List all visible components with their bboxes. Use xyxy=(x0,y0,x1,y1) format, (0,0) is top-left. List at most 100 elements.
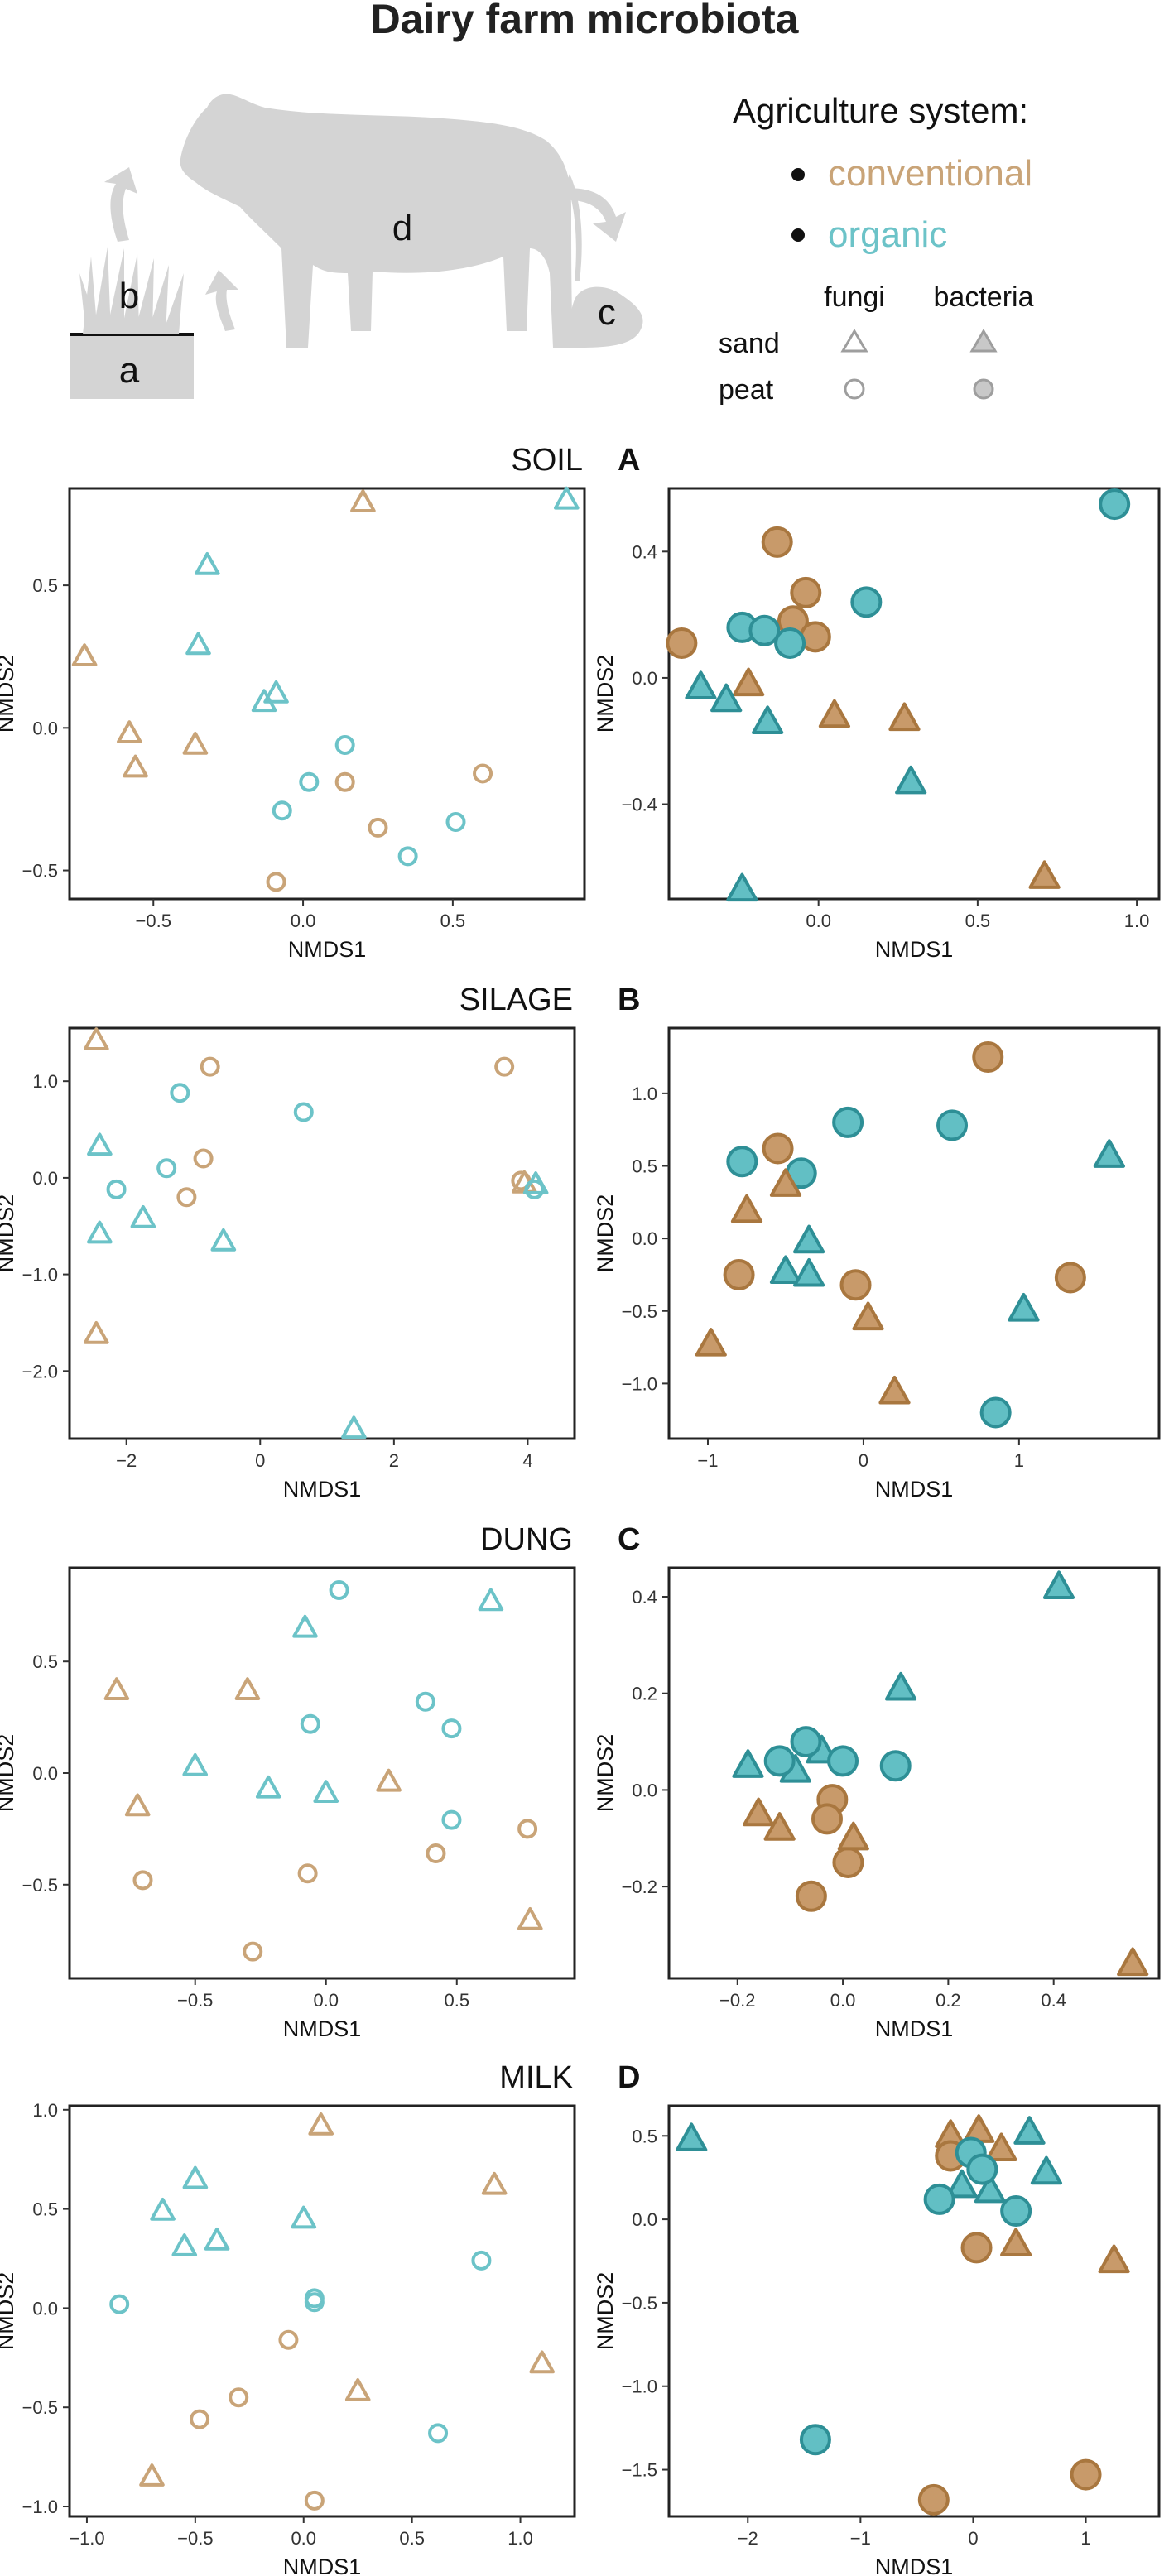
y-axis-label: NMDS2 xyxy=(0,1734,18,1813)
y-tick-label: 0.5 xyxy=(32,575,58,596)
y-tick-label: −1.5 xyxy=(622,2460,657,2481)
x-axis-label: NMDS1 xyxy=(283,1477,362,1502)
point-conventional-sand xyxy=(139,2463,165,2487)
panel-letter-soil-fungi: A xyxy=(618,443,640,478)
y-axis-label: NMDS2 xyxy=(593,1734,618,1813)
point-conventional-sand xyxy=(124,1793,151,1817)
chart-silage-bacteria: −1 0 1 −1.0 −0.5 0.0 0.5 1.0 NMDS1 NMDS2 xyxy=(593,1026,1161,1502)
y-tick-label: 0.0 xyxy=(632,668,657,689)
x-tick-label: −0.5 xyxy=(177,2528,213,2549)
plot-frame xyxy=(68,1026,576,1440)
y-tick-label: −0.2 xyxy=(622,1877,657,1897)
point-organic-peat xyxy=(524,1179,545,1199)
x-tick-label: 0.0 xyxy=(830,1990,856,2011)
point-organic-sand xyxy=(185,632,211,656)
cycle-arrow-icon xyxy=(104,167,626,331)
point-conventional-sand xyxy=(733,667,765,697)
point-organic-sand xyxy=(478,1588,504,1612)
point-organic-sand xyxy=(793,1257,825,1287)
point-organic-peat xyxy=(299,771,320,792)
point-organic-peat xyxy=(397,846,418,867)
point-conventional-peat xyxy=(517,1819,538,1839)
y-axis-label: NMDS2 xyxy=(593,2272,618,2351)
point-conventional-sand xyxy=(878,1375,911,1405)
illustration-label-c: c xyxy=(598,292,616,333)
y-tick-label: −0.5 xyxy=(22,1875,58,1896)
point-organic-sand xyxy=(292,1614,318,1638)
x-tick-label: 0 xyxy=(255,1450,265,1471)
point-conventional-sand xyxy=(695,1328,727,1357)
x-tick-label: 0.5 xyxy=(399,2528,425,2549)
y-tick-label: 0.0 xyxy=(32,2298,58,2319)
point-conventional-peat xyxy=(193,1148,214,1169)
y-tick-label: −1.0 xyxy=(22,2497,58,2517)
point-conventional-sand xyxy=(71,643,98,667)
point-organic-sand xyxy=(676,2122,708,2151)
point-organic-peat xyxy=(979,1396,1012,1429)
x-tick-label: 0.0 xyxy=(291,911,316,931)
point-conventional-sand xyxy=(1000,2228,1032,2256)
point-conventional-sand xyxy=(769,1168,802,1197)
point-conventional-sand xyxy=(985,2132,1017,2162)
legend-marker-fungi-peat xyxy=(844,378,865,400)
point-organic-peat xyxy=(441,1809,462,1830)
point-conventional-peat xyxy=(511,1170,532,1191)
legend-label-fungi: fungi xyxy=(824,281,885,313)
point-conventional-peat xyxy=(297,1863,318,1884)
plot-frame xyxy=(68,1566,576,1980)
x-tick-label: 0.5 xyxy=(444,1990,469,2011)
dung-pile-icon xyxy=(570,286,643,348)
point-organic-peat xyxy=(966,2153,998,2185)
x-tick-label: 0.0 xyxy=(806,911,831,931)
y-tick-label: 0.0 xyxy=(632,1228,657,1249)
x-tick-label: 0 xyxy=(859,1450,868,1471)
point-conventional-peat xyxy=(1054,1262,1086,1294)
point-organic-peat xyxy=(748,614,781,646)
y-tick-label: −0.5 xyxy=(22,2397,58,2418)
point-organic-sand xyxy=(341,1415,367,1439)
point-organic-peat xyxy=(936,1109,969,1141)
x-axis-label: NMDS1 xyxy=(875,937,954,962)
y-tick-label: −0.5 xyxy=(622,2293,657,2314)
point-conventional-peat xyxy=(799,621,831,653)
x-tick-label: 4 xyxy=(522,1450,532,1471)
point-organic-peat xyxy=(441,1718,462,1739)
point-conventional-sand xyxy=(743,1797,775,1827)
x-tick-label: −1 xyxy=(850,2528,871,2549)
x-axis-label: NMDS1 xyxy=(288,937,367,962)
y-tick-label: −0.4 xyxy=(622,795,657,815)
x-tick-label: 1.0 xyxy=(1124,911,1150,931)
x-tick-label: 1.0 xyxy=(508,2528,533,2549)
chart-dung-bacteria: −0.2 0.0 0.2 0.4 −0.2 0.0 0.2 0.4 NMDS1 NMDS2 xyxy=(593,1566,1161,2041)
x-axis-label: NMDS1 xyxy=(875,1477,954,1502)
x-tick-label: −2 xyxy=(738,2528,758,2549)
point-organic-sand xyxy=(87,1132,113,1156)
point-conventional-peat xyxy=(790,576,822,608)
point-organic-sand xyxy=(945,2169,978,2199)
legend: Agriculture system: conventional organic… xyxy=(719,91,1034,406)
panel-letter-dung-fungi: C xyxy=(618,1522,640,1557)
point-organic-sand xyxy=(171,2233,198,2256)
point-organic-peat xyxy=(109,2294,130,2314)
chart-silage-fungi: SILAGE B −2 0 2 4 −2.0 −1.0 0.0 1.0 NMDS1 NMDS2 xyxy=(0,983,640,1502)
point-organic-peat xyxy=(415,1691,435,1712)
point-organic-sand xyxy=(884,1671,917,1701)
point-conventional-sand xyxy=(1117,1947,1149,1977)
point-organic-sand xyxy=(769,1255,802,1285)
point-organic-peat xyxy=(428,2423,449,2444)
point-organic-peat xyxy=(774,627,806,659)
chart-dung-fungi: DUNG C −0.5 0.0 0.5 −0.5 0.0 0.5 NMDS1 NMDS2 xyxy=(0,1522,640,2041)
point-organic-peat xyxy=(790,1726,822,1758)
point-organic-sand xyxy=(291,2205,317,2229)
grass-icon xyxy=(79,247,184,334)
point-conventional-sand xyxy=(517,1906,543,1930)
point-conventional-sand xyxy=(308,2112,334,2136)
y-tick-label: −1.0 xyxy=(622,2377,657,2397)
legend-heading: Agriculture system: xyxy=(733,91,1028,130)
legend-label-conventional: conventional xyxy=(828,153,1032,194)
y-axis-label: NMDS2 xyxy=(0,2272,18,2351)
y-tick-label: 0.2 xyxy=(632,1684,657,1704)
illustration-label-a: a xyxy=(119,350,140,391)
point-organic-sand xyxy=(204,2227,230,2251)
